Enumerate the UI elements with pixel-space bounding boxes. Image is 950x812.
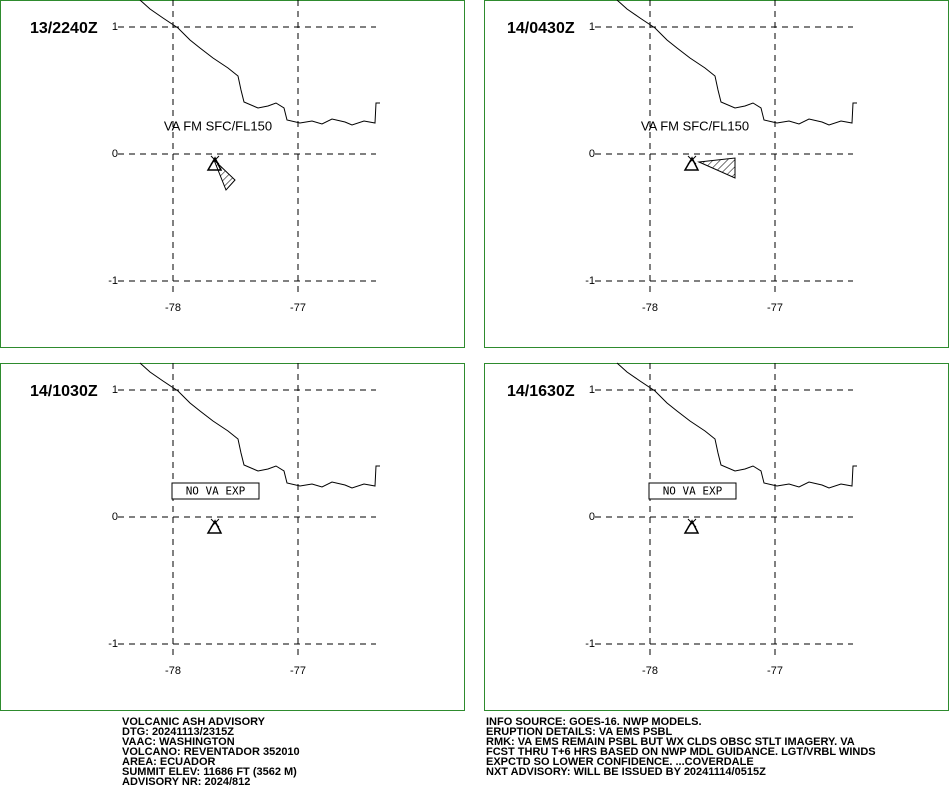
panel-frame	[0, 0, 465, 348]
valid-time: 13/2240Z	[30, 20, 98, 37]
advisory-line: ERUPTION DETAILS: VA EMS PSBL	[486, 726, 672, 738]
panel-frame	[484, 363, 949, 711]
lat-tick-label: 0	[589, 511, 595, 523]
coastline	[139, 362, 380, 489]
volcano-mark	[210, 518, 220, 528]
lon-tick-label: -78	[642, 665, 658, 677]
valid-time: 14/1030Z	[30, 383, 98, 400]
volcano-mark	[687, 518, 697, 528]
va-level: VA FM SFC/FL150	[164, 118, 272, 133]
lat-tick-label: 1	[589, 21, 595, 33]
advisory-line: SUMMIT ELEV: 11686 FT (3562 M)	[122, 766, 297, 778]
advisory-line: NXT ADVISORY: WILL BE ISSUED BY 20241114…	[486, 766, 766, 778]
lat-tick-label: -1	[585, 275, 595, 287]
map-panel: 1 0 -1 -78 -77 14/1030Z NO VA EXP	[30, 362, 380, 677]
lat-tick-label: 1	[589, 384, 595, 396]
advisory-line: INFO SOURCE: GOES-16. NWP MODELS.	[486, 716, 702, 728]
volcano-mark	[210, 155, 220, 165]
map-panel: 1 0 -1 -78 -77 13/2240Z VA FM SFC/FL150	[30, 0, 380, 314]
lon-tick-label: -77	[767, 302, 783, 314]
lat-tick-label: 0	[589, 148, 595, 160]
notice-text: NO VA EXP	[186, 485, 246, 498]
map-panel: 1 0 -1 -78 -77 14/1630Z NO VA EXP	[507, 362, 857, 677]
notice-box	[171, 482, 260, 500]
va-level: VA FM SFC/FL150	[641, 118, 749, 133]
map-panel: 1 0 -1 -78 -77 14/0430Z VA FM SFC/FL150	[507, 0, 857, 314]
lat-tick-label: 0	[112, 511, 118, 523]
volcano-mark	[687, 155, 697, 165]
lat-tick-label: 1	[112, 21, 118, 33]
panel-frame	[484, 0, 949, 348]
advisory-line: VOLCANIC ASH ADVISORY	[122, 716, 266, 728]
coastline	[139, 0, 380, 126]
lat-tick-label: -1	[108, 275, 118, 287]
advisory-line: DTG: 20241113/2315Z	[122, 726, 234, 738]
lon-tick-label: -77	[290, 302, 306, 314]
lat-tick-label: 0	[112, 148, 118, 160]
lat-tick-label: -1	[108, 638, 118, 650]
panel-frame	[0, 363, 465, 711]
lon-tick-label: -78	[642, 302, 658, 314]
advisory-line: VAAC: WASHINGTON	[122, 736, 235, 748]
advisory-line: ADVISORY NR: 2024/812	[122, 776, 250, 788]
ash-cloud	[697, 157, 736, 179]
valid-time: 14/1630Z	[507, 383, 575, 400]
lon-tick-label: -77	[290, 665, 306, 677]
notice-box	[648, 482, 737, 500]
valid-time: 14/0430Z	[507, 20, 575, 37]
lon-tick-label: -78	[165, 302, 181, 314]
advisory-line: EXPCTD SO LOWER CONFIDENCE. ...COVERDALE	[486, 756, 754, 768]
advisory-line: AREA: ECUADOR	[122, 756, 216, 768]
lat-tick-label: -1	[585, 638, 595, 650]
lon-tick-label: -78	[165, 665, 181, 677]
advisory-line: VOLCANO: REVENTADOR 352010	[122, 746, 300, 758]
coastline	[616, 362, 857, 489]
coastline	[616, 0, 857, 126]
lon-tick-label: -77	[767, 665, 783, 677]
advisory-line: FCST THRU T+6 HRS BASED ON NWP MDL GUIDA…	[486, 746, 876, 758]
notice-text: NO VA EXP	[663, 485, 723, 498]
lat-tick-label: 1	[112, 384, 118, 396]
ash-cloud	[213, 159, 236, 191]
advisory-line: RMK: VA EMS REMAIN PSBL BUT WX CLDS OBSC…	[486, 736, 855, 748]
